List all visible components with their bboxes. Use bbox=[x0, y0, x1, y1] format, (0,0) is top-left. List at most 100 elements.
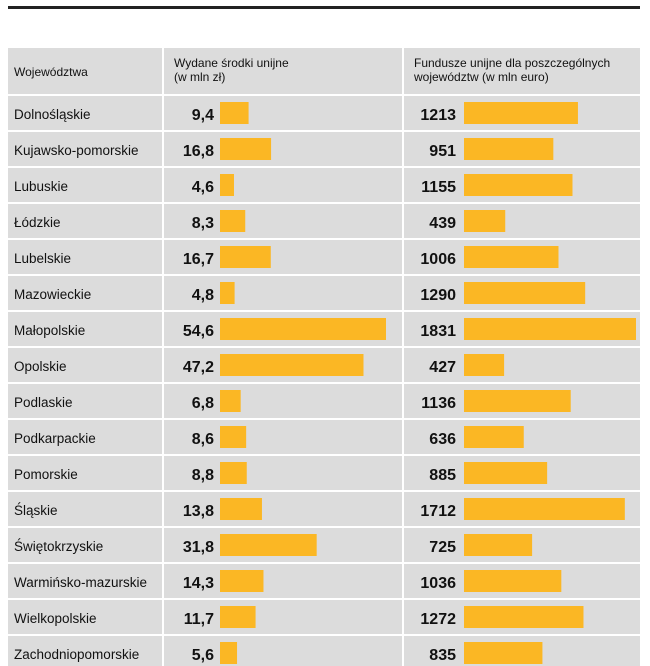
spent-value-label: 8,3 bbox=[192, 215, 214, 232]
spent-bar bbox=[220, 534, 317, 556]
region-cell bbox=[8, 312, 162, 346]
region-cell bbox=[8, 492, 162, 526]
region-label: Lubuskie bbox=[14, 179, 68, 194]
region-cell bbox=[8, 384, 162, 418]
spent-bar bbox=[220, 174, 234, 196]
spent-cell bbox=[164, 420, 402, 454]
region-label: Łódzkie bbox=[14, 215, 61, 230]
header-regions-label: Województwa bbox=[14, 65, 88, 79]
spent-value-label: 6,8 bbox=[192, 395, 214, 412]
region-label: Kujawsko-pomorskie bbox=[14, 143, 139, 158]
spent-bar bbox=[220, 354, 364, 376]
spent-bar bbox=[220, 570, 264, 592]
spent-value-label: 16,7 bbox=[183, 251, 214, 268]
spent-value-label: 31,8 bbox=[183, 539, 214, 556]
spent-cell bbox=[164, 132, 402, 166]
funds-value-label: 1831 bbox=[420, 323, 456, 340]
spent-cell bbox=[164, 564, 402, 598]
spent-bar bbox=[220, 426, 247, 448]
header-funds-label-line: województw (w mln euro) bbox=[413, 70, 549, 84]
header-spent-label-line: Wydane środki unijne bbox=[174, 56, 289, 70]
funds-cell bbox=[404, 204, 640, 238]
funds-value-label: 1036 bbox=[420, 575, 456, 592]
region-cell bbox=[8, 420, 162, 454]
region-cell bbox=[8, 636, 162, 666]
spent-bar bbox=[220, 102, 249, 124]
region-cell bbox=[8, 276, 162, 310]
funds-value-label: 951 bbox=[429, 143, 456, 160]
funds-bar bbox=[464, 210, 506, 232]
region-cell bbox=[8, 204, 162, 238]
funds-value-label: 1272 bbox=[420, 611, 456, 628]
funds-bar bbox=[464, 246, 559, 268]
region-label: Świętokrzyskie bbox=[14, 539, 103, 554]
funds-value-label: 1136 bbox=[421, 395, 456, 412]
funds-value-label: 1006 bbox=[420, 251, 456, 268]
spent-cell bbox=[164, 240, 402, 274]
funds-bar bbox=[464, 570, 562, 592]
spent-bar bbox=[220, 282, 235, 304]
region-cell bbox=[8, 456, 162, 490]
funds-value-label: 1712 bbox=[420, 503, 456, 520]
funds-bar bbox=[464, 318, 636, 340]
top-rule bbox=[8, 6, 640, 9]
spent-value-label: 54,6 bbox=[183, 323, 214, 340]
funds-value-label: 439 bbox=[429, 215, 456, 232]
region-cell bbox=[8, 528, 162, 562]
spent-cell bbox=[164, 96, 402, 130]
spent-bar bbox=[220, 318, 386, 340]
region-cell bbox=[8, 132, 162, 166]
region-label: Lubelskie bbox=[14, 251, 71, 266]
spent-value-label: 8,6 bbox=[192, 431, 214, 448]
funds-bar bbox=[464, 138, 554, 160]
spent-value-label: 14,3 bbox=[183, 575, 214, 592]
spent-bar bbox=[220, 606, 256, 628]
region-label: Podlaskie bbox=[14, 395, 73, 410]
spent-value-label: 4,8 bbox=[192, 287, 214, 304]
funds-value-label: 427 bbox=[429, 359, 456, 376]
region-label: Dolnośląskie bbox=[14, 107, 91, 122]
spent-value-label: 5,6 bbox=[192, 647, 214, 664]
funds-bar bbox=[464, 606, 584, 628]
funds-value-label: 1213 bbox=[420, 107, 456, 124]
spent-cell bbox=[164, 276, 402, 310]
region-label: Małopolskie bbox=[14, 323, 85, 338]
region-cell bbox=[8, 96, 162, 130]
funds-value-label: 835 bbox=[429, 647, 456, 664]
spent-value-label: 9,4 bbox=[192, 107, 214, 124]
spent-cell bbox=[164, 636, 402, 666]
funds-bar bbox=[464, 174, 573, 196]
spent-value-label: 8,8 bbox=[192, 467, 214, 484]
funds-value-label: 1290 bbox=[420, 287, 456, 304]
region-label: Pomorskie bbox=[14, 467, 78, 482]
funds-bar bbox=[464, 534, 533, 556]
spent-value-label: 13,8 bbox=[183, 503, 214, 520]
funds-bar bbox=[464, 498, 625, 520]
spent-value-label: 11,7 bbox=[184, 611, 214, 628]
spent-bar bbox=[220, 138, 272, 160]
region-cell bbox=[8, 564, 162, 598]
region-label: Zachodniopomorskie bbox=[14, 647, 139, 662]
funds-bar bbox=[464, 462, 548, 484]
funds-bar bbox=[464, 282, 586, 304]
header-cell-spent bbox=[164, 48, 402, 94]
funds-bar bbox=[464, 642, 543, 664]
funds-bar bbox=[464, 354, 505, 376]
region-cell bbox=[8, 600, 162, 634]
spent-value-label: 16,8 bbox=[183, 143, 214, 160]
spent-bar bbox=[220, 390, 241, 412]
region-label: Śląskie bbox=[14, 503, 58, 518]
funds-bar bbox=[464, 102, 578, 124]
header-cell-regions bbox=[8, 48, 162, 94]
funds-value-label: 885 bbox=[429, 467, 456, 484]
funds-value-label: 725 bbox=[429, 539, 456, 556]
spent-bar bbox=[220, 642, 238, 664]
funds-value-label: 1155 bbox=[421, 179, 456, 196]
region-cell bbox=[8, 348, 162, 382]
spent-value-label: 47,2 bbox=[183, 359, 214, 376]
region-label: Mazowieckie bbox=[14, 287, 91, 302]
spent-cell bbox=[164, 204, 402, 238]
region-cell bbox=[8, 168, 162, 202]
header-funds-label-line: Fundusze unijne dla poszczególnych bbox=[414, 56, 610, 70]
